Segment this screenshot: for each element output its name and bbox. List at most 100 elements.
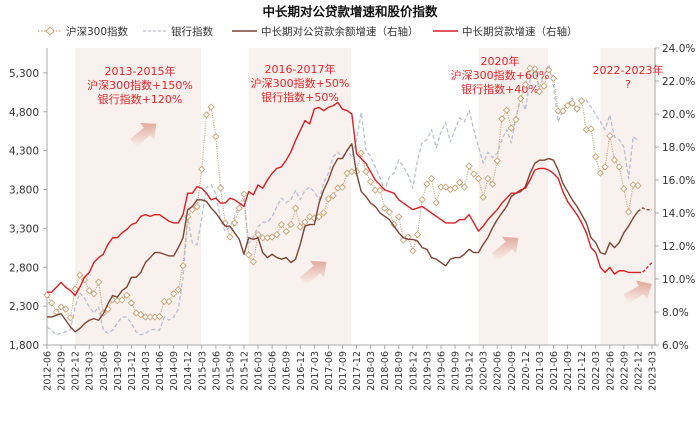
data-point-marker: [437, 183, 445, 191]
annotation-text: 2022-2023年: [593, 63, 664, 77]
legend-label: 银行指数: [171, 25, 213, 38]
x-tick-label: 2023-03: [648, 351, 659, 391]
x-tick-label: 2022-12: [633, 351, 644, 391]
data-point-marker: [502, 106, 511, 114]
up-right-arrow-icon: [492, 237, 519, 261]
data-point-marker: [240, 190, 248, 198]
data-point-marker: [245, 251, 253, 259]
data-point-marker: [85, 286, 93, 295]
data-point-marker: [235, 204, 243, 212]
x-tick-label: 2017-03: [310, 351, 321, 391]
right-tick-label: 20.0%: [662, 109, 695, 121]
annotations: 2013-2015年 沪深300指数+150% 银行指数+120% 2016-2…: [87, 54, 664, 304]
legend-item-csi300: 沪深300指数: [38, 25, 129, 38]
annotation-2013-2015: 2013-2015年 沪深300指数+150% 银行指数+120%: [87, 64, 193, 147]
data-point-marker: [620, 185, 628, 193]
x-tick-label: 2018-12: [408, 351, 419, 391]
data-point-marker: [282, 227, 290, 236]
data-point-marker: [160, 297, 168, 306]
data-point-marker: [338, 183, 347, 191]
annotation-text: 沪深300指数+60%: [451, 68, 550, 82]
data-point-marker: [118, 296, 126, 304]
legend-label: 沪深300指数: [66, 25, 129, 38]
data-point-marker: [329, 192, 337, 200]
series-line: [47, 101, 638, 297]
data-point-marker: [521, 80, 530, 89]
shaded-period: [478, 48, 549, 345]
series-line: [47, 142, 639, 333]
x-tick-label: 2013-09: [113, 351, 124, 391]
data-point-marker: [559, 107, 567, 115]
data-point-marker: [348, 167, 356, 176]
x-tick-label: 2017-09: [338, 351, 349, 391]
data-point-marker: [526, 64, 534, 72]
series-2: [47, 142, 652, 333]
series-0: [43, 64, 642, 322]
x-tick-label: 2012-12: [71, 351, 82, 391]
data-point-marker: [409, 247, 417, 255]
left-tick-label: 4,800: [9, 107, 39, 119]
data-point-marker: [442, 183, 450, 191]
x-tick-label: 2020-09: [507, 351, 518, 391]
annotation-text: 2013-2015年: [105, 64, 176, 78]
left-tick-label: 3,300: [9, 223, 39, 235]
data-point-marker: [545, 66, 553, 74]
x-tick-label: 2013-03: [85, 351, 96, 391]
data-point-marker: [606, 132, 614, 140]
x-tick-label: 2015-06: [211, 351, 222, 391]
data-point-marker: [216, 184, 225, 192]
data-point-marker: [324, 195, 333, 203]
x-tick-label: 2018-09: [394, 351, 405, 391]
series-line-projection: [637, 207, 652, 212]
data-point-marker: [291, 204, 300, 212]
data-point-marker: [432, 199, 440, 207]
annotation-text: 2020年: [481, 54, 520, 68]
annotation-2022-2023: 2022-2023年 ?: [593, 63, 664, 304]
data-point-marker: [57, 303, 65, 311]
data-point-marker: [198, 165, 206, 173]
up-right-arrow-icon: [623, 280, 652, 304]
data-point-marker: [381, 204, 389, 212]
x-tick-label: 2017-12: [352, 351, 363, 391]
x-tick-label: 2018-06: [380, 351, 391, 391]
legend-item-corporate-loan-balance-growth: 中长期对公贷款余额增速（右轴）: [232, 25, 419, 38]
data-point-marker: [123, 291, 131, 299]
annotation-2020: 2020年 沪深300指数+60% 银行指数+40%: [451, 54, 550, 261]
data-point-marker: [488, 180, 497, 188]
data-point-marker: [587, 125, 595, 133]
data-point-marker: [179, 262, 187, 270]
data-point-marker: [568, 99, 576, 107]
left-tick-label: 2,300: [9, 301, 39, 313]
x-tick-label: 2021-12: [577, 351, 588, 391]
data-point-marker: [517, 94, 525, 103]
x-tick-label: 2019-06: [436, 351, 447, 391]
x-tick-label: 2022-03: [591, 351, 602, 391]
series-line-projection: [637, 262, 653, 274]
data-point-marker: [601, 163, 609, 171]
data-point-marker: [174, 286, 182, 294]
x-tick-label: 2019-12: [465, 351, 476, 391]
right-tick-label: 10.0%: [662, 274, 695, 286]
right-tick-label: 16.0%: [662, 175, 695, 187]
left-tick-label: 2,800: [9, 262, 39, 274]
data-point-marker: [132, 309, 140, 317]
data-point-marker: [531, 65, 539, 73]
data-point-marker: [273, 230, 281, 239]
data-point-marker: [451, 184, 459, 192]
data-point-marker: [165, 297, 173, 306]
x-tick-label: 2016-06: [268, 351, 279, 391]
data-point-marker: [634, 181, 642, 190]
data-point-marker: [207, 103, 215, 111]
x-tick-label: 2018-03: [366, 351, 377, 391]
x-tick-label: 2022-09: [619, 351, 630, 391]
x-tick-label: 2014-12: [183, 351, 194, 391]
data-point-marker: [362, 167, 370, 176]
x-tick-label: 2020-06: [493, 351, 504, 391]
annotation-text: 银行指数+120%: [98, 92, 183, 106]
data-point-marker: [366, 178, 375, 186]
annotation-text: 2016-2017年: [265, 62, 336, 76]
data-point-marker: [212, 132, 220, 141]
x-tick-label: 2020-12: [521, 351, 532, 391]
x-tick-label: 2015-12: [239, 351, 250, 391]
data-point-marker: [470, 170, 478, 178]
